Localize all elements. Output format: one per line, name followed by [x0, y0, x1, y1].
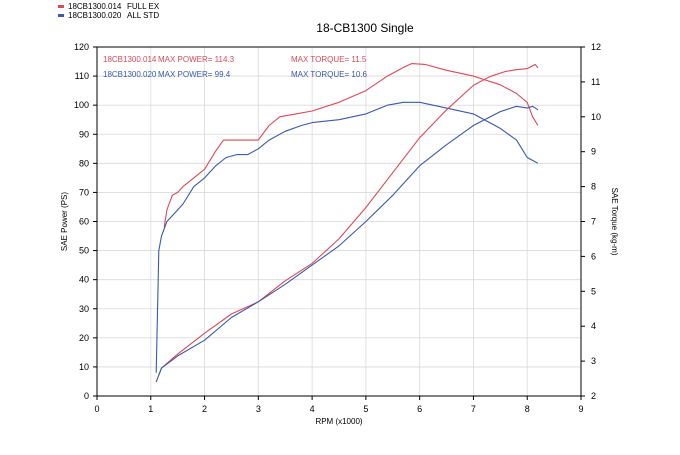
- max-value-annotation: 18CB1300.014: [103, 55, 157, 64]
- y-right-tick-label: 3: [591, 356, 596, 366]
- max-value-annotation: MAX POWER= 99.4: [158, 70, 231, 79]
- y-left-tick-label: 50: [79, 246, 89, 256]
- x-tick-label: 4: [310, 404, 315, 414]
- torque-curve-line: [158, 63, 539, 376]
- legend-run-id: 18CB1300.020: [68, 11, 122, 20]
- x-tick-label: 8: [525, 404, 530, 414]
- y-left-tick-label: 120: [74, 42, 89, 52]
- y-right-tick-label: 10: [591, 112, 601, 122]
- legend-swatch: [58, 5, 64, 8]
- x-tick-label: 7: [471, 404, 476, 414]
- max-value-annotation: MAX TORQUE= 11.5: [291, 55, 367, 64]
- y-right-tick-label: 4: [591, 321, 596, 331]
- x-axis-label: RPM (x1000): [315, 417, 362, 426]
- legend-label: FULL EX: [127, 2, 160, 11]
- x-tick-label: 2: [202, 404, 207, 414]
- x-tick-label: 0: [94, 404, 99, 414]
- y-left-tick-label: 90: [79, 129, 89, 139]
- y-right-tick-label: 8: [591, 182, 596, 192]
- legend-run-id: 18CB1300.014: [68, 2, 122, 11]
- y-left-tick-label: 110: [75, 71, 89, 81]
- y-left-tick-label: 100: [74, 100, 89, 110]
- y-left-tick-label: 60: [79, 217, 89, 227]
- y-right-tick-label: 12: [591, 42, 601, 52]
- chart-title: 18-CB1300 Single: [316, 21, 414, 35]
- y-axis-label-left: SAE Power (PS): [60, 192, 69, 251]
- legend-label: ALL STD: [127, 11, 159, 20]
- y-right-tick-label: 2: [591, 391, 596, 401]
- torque-curve-line: [155, 105, 539, 383]
- y-left-tick-label: 70: [79, 187, 89, 197]
- x-tick-label: 9: [578, 404, 583, 414]
- y-right-tick-label: 5: [591, 286, 596, 296]
- x-tick-label: 6: [417, 404, 422, 414]
- x-tick-label: 5: [363, 404, 368, 414]
- y-right-tick-label: 6: [591, 251, 596, 261]
- power-curve-line: [155, 101, 539, 373]
- y-left-tick-label: 30: [79, 304, 89, 314]
- legend-swatch: [58, 14, 64, 17]
- y-left-tick-label: 20: [79, 333, 89, 343]
- x-tick-label: 3: [256, 404, 261, 414]
- max-value-annotation: 18CB1300.020: [103, 70, 157, 79]
- y-right-tick-label: 9: [591, 147, 596, 157]
- y-right-tick-label: 11: [591, 77, 600, 87]
- y-axis-label-right: SAE Torque (kg-m): [610, 188, 619, 256]
- x-tick-label: 1: [148, 404, 153, 414]
- y-left-tick-label: 10: [79, 362, 89, 372]
- y-left-tick-label: 0: [84, 391, 89, 401]
- max-value-annotation: MAX TORQUE= 10.6: [291, 70, 368, 79]
- y-right-tick-label: 7: [591, 217, 596, 227]
- y-left-tick-label: 40: [79, 275, 89, 285]
- y-left-tick-label: 80: [79, 158, 89, 168]
- max-value-annotation: MAX POWER= 114.3: [158, 55, 235, 64]
- power-curve-line: [163, 63, 539, 228]
